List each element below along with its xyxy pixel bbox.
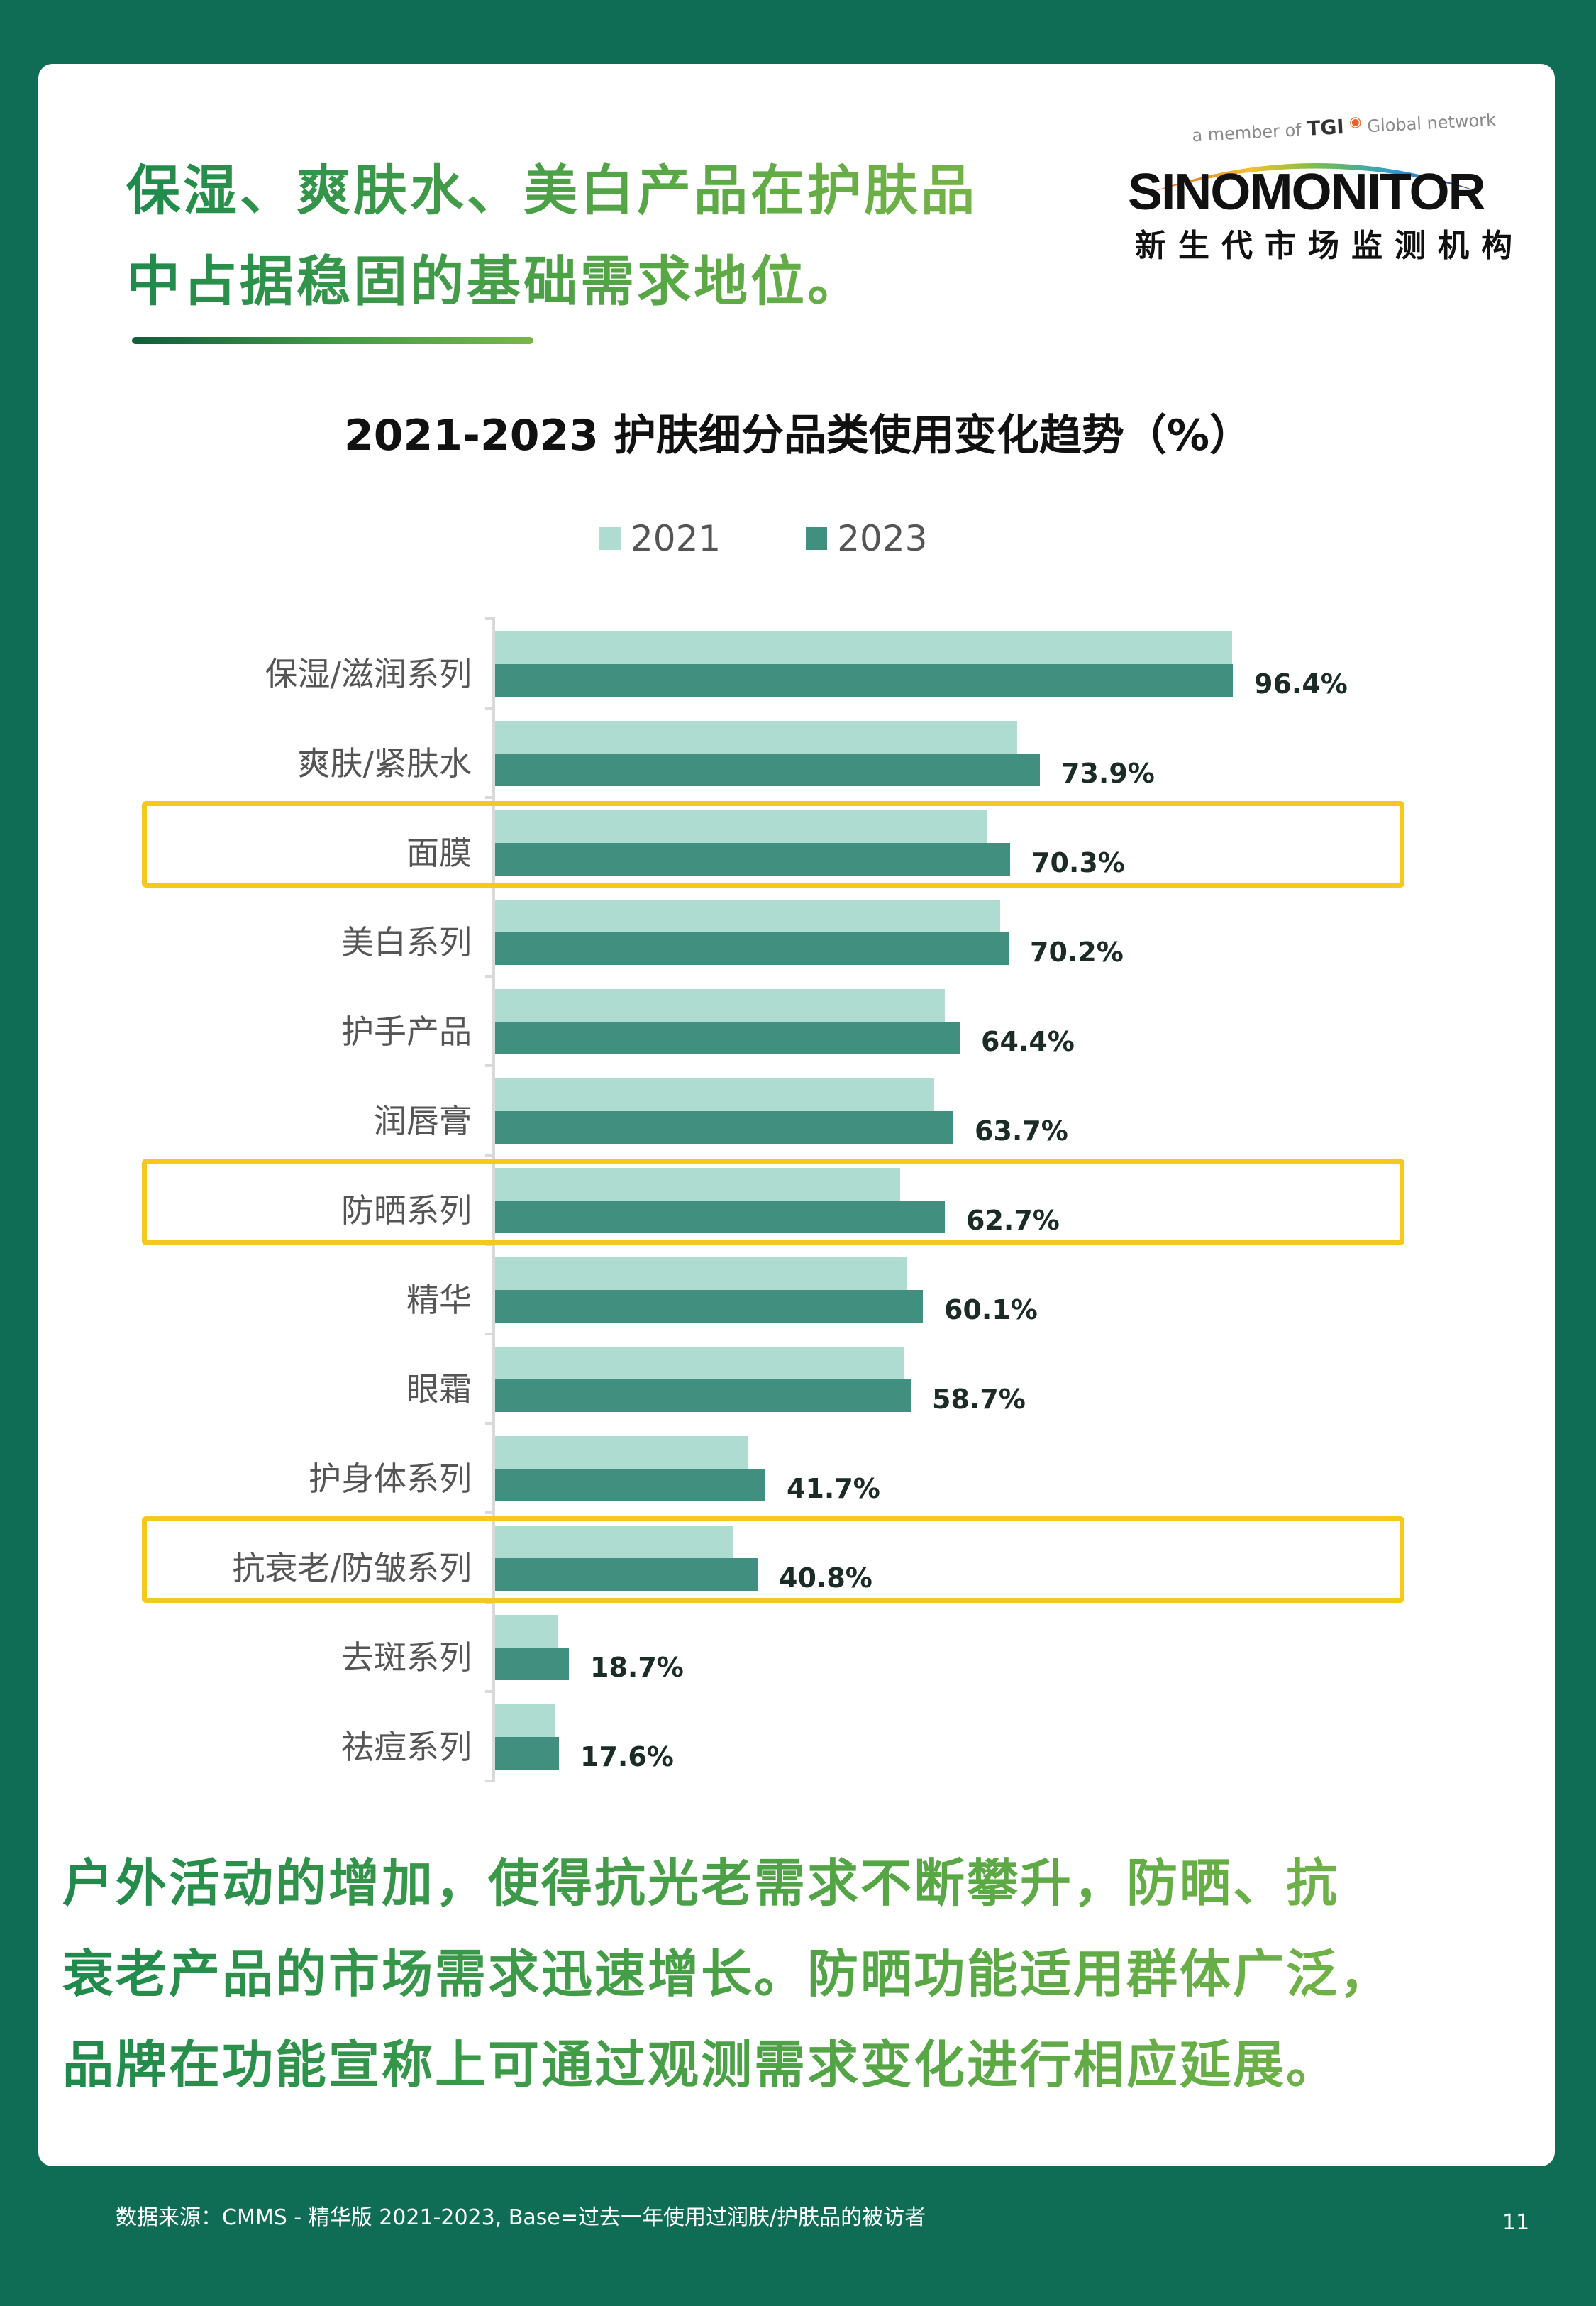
logo-wordmark: SINOMONITOR [1128,164,1486,221]
legend-swatch-2021 [599,527,621,550]
legend-label-2021: 2021 [631,518,721,559]
page-headline: 保湿、爽肤水、美白产品在护肤品 中占据稳固的基础需求地位。 [126,145,1048,327]
tgi-brand: TGI [1306,115,1345,140]
chart-title: 2021-2023 护肤细分品类使用变化趋势（%） [344,411,1252,460]
rainbow-arc-icon [1153,163,1479,192]
conclusion-line-3: 品牌在功能宣称上可通过观测需求变化进行相应延展。 [62,2035,1340,2095]
tgi-target-icon: ◉ [1348,112,1363,131]
legend-swatch-2023 [806,527,828,550]
sinomonitor-logo: a member of TGI ◉ Global network SINOMON… [1121,99,1518,264]
chart-legend: 2021 2023 [599,518,928,559]
logo-tagline: a member of TGI ◉ Global network [1191,106,1497,146]
legend-item-2023: 2023 [806,518,928,559]
legend-label-2023: 2023 [837,518,928,559]
legend-item-2021: 2021 [599,518,721,559]
data-source-note: 数据来源：CMMS - 精华版 2021-2023, Base=过去一年使用过润… [116,2205,926,2230]
conclusion-line-2: 衰老产品的市场需求迅速增长。防晒功能适用群体广泛， [62,1944,1393,2004]
logo-subtitle: 新生代市场监测机构 [1135,228,1524,264]
page-number: 11 [1502,2210,1530,2235]
headline-line-2: 中占据稳固的基础需求地位。 [126,250,864,313]
conclusion-text: 户外活动的增加，使得抗光老需求不断攀升，防晒、抗 衰老产品的市场需求迅速增长。防… [62,1838,1538,2110]
conclusion-line-1: 户外活动的增加，使得抗光老需求不断攀升，防晒、抗 [62,1853,1340,1913]
logo-tagline-post: Global network [1366,109,1497,137]
headline-underline [132,337,533,344]
headline-line-1: 保湿、爽肤水、美白产品在护肤品 [126,159,977,222]
